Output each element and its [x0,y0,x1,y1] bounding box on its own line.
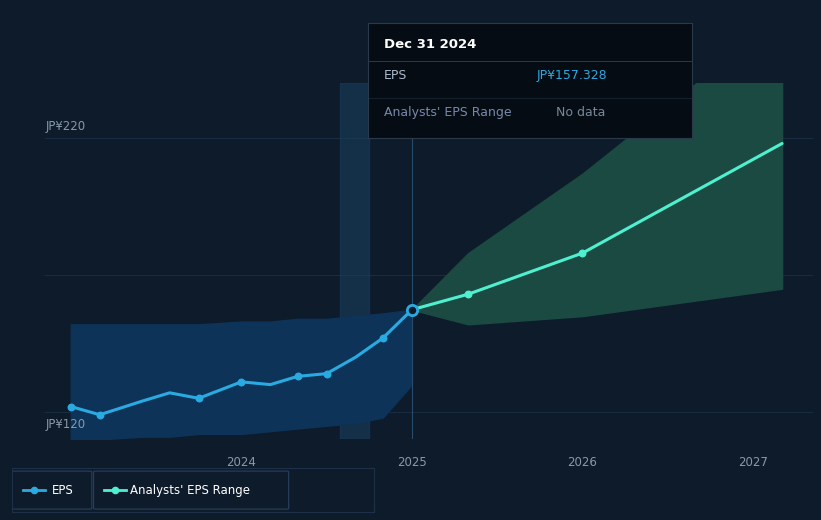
Text: Analysts' EPS Range: Analysts' EPS Range [384,106,511,119]
Text: 2024: 2024 [227,456,256,469]
Bar [340,83,369,439]
Point [320,370,333,378]
FancyBboxPatch shape [94,471,289,509]
Text: Analysts' EPS Range: Analysts' EPS Range [130,484,250,497]
Text: JP¥157.328: JP¥157.328 [536,69,607,82]
Point [235,378,248,386]
Point [291,372,305,381]
Point [93,411,106,419]
Point [461,290,475,298]
Text: 2027: 2027 [738,456,768,469]
Text: 2025: 2025 [397,456,427,469]
Text: JP¥220: JP¥220 [45,120,85,133]
Point [376,334,389,342]
Point [576,249,589,257]
FancyBboxPatch shape [12,471,92,509]
Point [406,306,419,314]
Text: Analysts Forecasts: Analysts Forecasts [422,92,532,105]
Text: 2026: 2026 [567,456,598,469]
Point [64,402,77,411]
Text: Dec 31 2024: Dec 31 2024 [384,38,476,51]
Text: Actual: Actual [369,92,406,105]
Point [192,394,205,402]
Text: EPS: EPS [52,484,74,497]
Point [383,285,397,293]
Text: No data: No data [556,106,605,119]
Text: JP¥120: JP¥120 [45,418,85,431]
Text: EPS: EPS [384,69,407,82]
